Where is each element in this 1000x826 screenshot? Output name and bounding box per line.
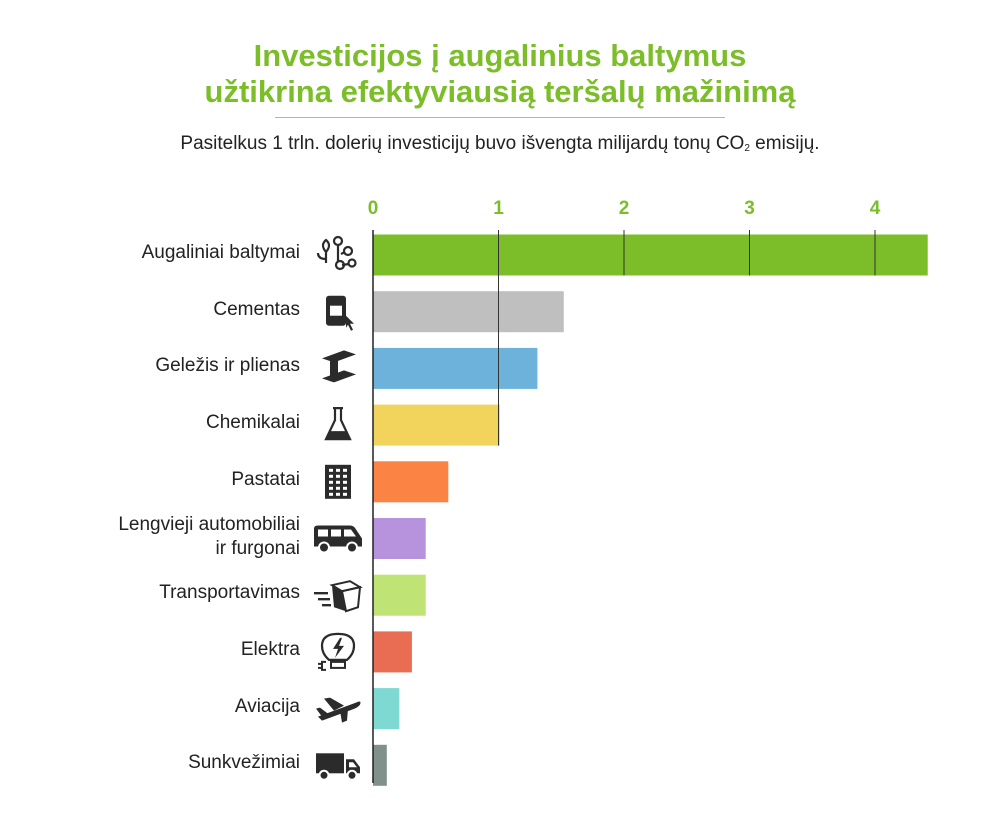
category-label-line: Lengvieji automobiliai	[118, 513, 300, 535]
building-icon	[325, 464, 351, 499]
category-label: Aviacija	[235, 695, 300, 719]
chart-title-line-1: Investicijos į augalinius baltymus	[253, 38, 747, 73]
van-icon	[314, 525, 362, 554]
chart-title-line-2: užtikrina efektyviausią teršalų mažinimą	[204, 74, 796, 109]
bar-4	[373, 404, 500, 446]
category-label-line: Sunkvežimiai	[188, 752, 300, 774]
bar-9	[373, 688, 400, 730]
category-label: Cementas	[213, 298, 300, 322]
truck-icon	[316, 753, 360, 781]
steel-beam-icon	[322, 350, 356, 383]
bar-2	[373, 291, 564, 333]
category-label: Lengvieji automobiliai ir furgonai	[118, 513, 300, 561]
category-label-line: Aviacija	[234, 695, 300, 717]
category-label-line: Chemikalai	[206, 412, 300, 434]
category-label: Sunkvežimiai	[188, 751, 300, 775]
category-label: Elektra	[241, 638, 300, 662]
cement-bag-icon	[326, 295, 354, 331]
lightbulb-icon	[318, 632, 356, 671]
category-label: Transportavimas	[159, 581, 300, 605]
category-label: Augaliniai baltymai	[142, 241, 300, 265]
bar-7	[373, 574, 426, 616]
airplane-icon	[316, 697, 361, 723]
category-label-line: Cementas	[213, 298, 300, 320]
title-divider	[275, 117, 725, 118]
category-label: Chemikalai	[206, 411, 300, 435]
bar-3	[373, 347, 538, 389]
x-tick-label: 2	[619, 198, 630, 219]
bar-5	[373, 461, 449, 503]
category-label-line: ir furgonai	[215, 537, 301, 559]
bar-1	[373, 234, 928, 276]
bar-6	[373, 518, 426, 559]
flask-icon	[324, 407, 352, 441]
category-label-line: Geležis ir plienas	[155, 355, 300, 377]
x-tick-label: 1	[493, 198, 504, 219]
chart-subtitle: Pasitelkus 1 trln. dolerių investicijų b…	[180, 133, 820, 154]
category-label: Geležis ir plienas	[155, 354, 300, 378]
category-label-line: Transportavimas	[159, 582, 300, 604]
sprout-icon	[316, 235, 357, 271]
x-tick-label: 4	[870, 198, 881, 219]
x-tick-label: 3	[744, 198, 755, 219]
bar-8	[373, 631, 412, 673]
category-label-line: Elektra	[240, 638, 300, 660]
category-label-line: Augaliniai baltymai	[141, 242, 300, 263]
bar-10	[373, 744, 387, 786]
x-tick-label: 0	[368, 198, 379, 219]
category-label-line: Pastatai	[231, 468, 300, 490]
category-label: Pastatai	[231, 468, 300, 492]
package-delivery-icon	[314, 580, 363, 613]
